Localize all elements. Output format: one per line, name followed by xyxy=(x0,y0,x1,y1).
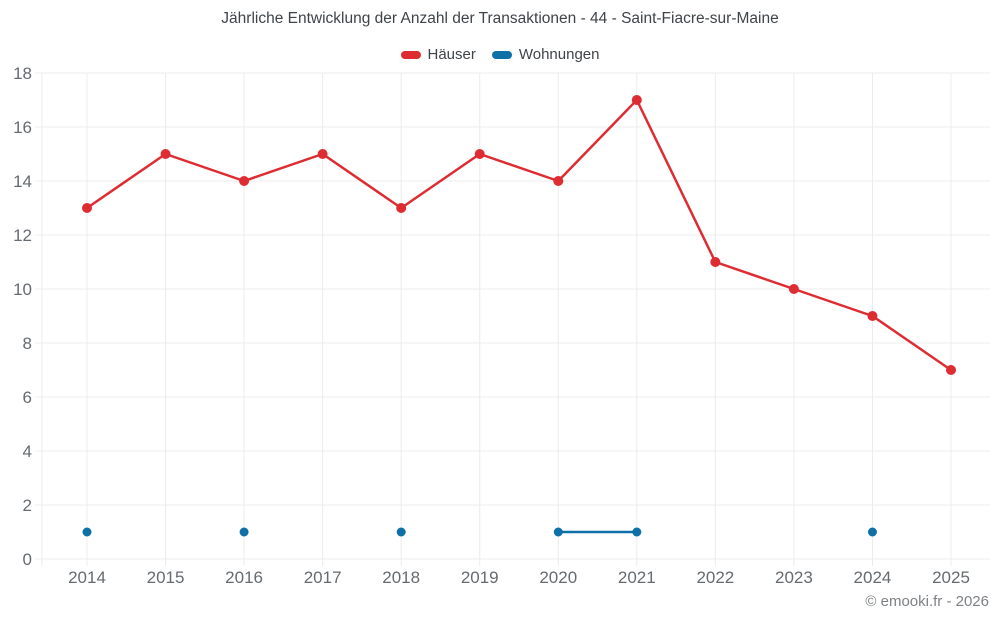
copyright-text: © emooki.fr - 2026 xyxy=(865,593,989,610)
svg-text:4: 4 xyxy=(23,442,32,461)
svg-text:2024: 2024 xyxy=(854,568,892,587)
svg-text:2014: 2014 xyxy=(68,568,106,587)
data-point-häuser-2020 xyxy=(553,176,564,186)
data-point-häuser-2019 xyxy=(474,149,485,159)
legend-item-haeuser[interactable]: Häuser xyxy=(400,46,476,63)
data-point-wohnungen-2014 xyxy=(82,527,92,537)
data-point-häuser-2022 xyxy=(710,257,721,267)
legend: Häuser Wohnungen xyxy=(0,46,1000,63)
svg-text:2018: 2018 xyxy=(382,568,420,587)
series-häuser xyxy=(82,95,956,375)
data-point-häuser-2018 xyxy=(396,203,407,213)
series-wohnungen xyxy=(82,527,877,537)
svg-text:16: 16 xyxy=(13,118,32,137)
grid-lines xyxy=(35,72,990,566)
svg-text:12: 12 xyxy=(13,226,32,245)
svg-text:2023: 2023 xyxy=(775,568,813,587)
y-axis-labels: 0 2 4 6 8 10 12 14 16 18 xyxy=(13,64,32,569)
chart-title: Jährliche Entwicklung der Anzahl der Tra… xyxy=(221,10,779,27)
legend-label-haeuser: Häuser xyxy=(427,46,476,63)
data-point-häuser-2024 xyxy=(867,311,878,321)
data-point-häuser-2014 xyxy=(82,203,92,213)
svg-text:2: 2 xyxy=(23,496,32,515)
svg-text:0: 0 xyxy=(23,550,32,569)
data-point-häuser-2021 xyxy=(631,95,642,105)
data-point-häuser-2025 xyxy=(946,365,956,375)
svg-text:2019: 2019 xyxy=(461,568,499,587)
legend-item-wohnungen[interactable]: Wohnungen xyxy=(491,46,600,63)
data-point-häuser-2023 xyxy=(788,284,799,294)
svg-text:14: 14 xyxy=(13,172,32,191)
legend-label-wohnungen: Wohnungen xyxy=(518,46,600,63)
data-point-häuser-2017 xyxy=(317,149,328,159)
svg-text:2016: 2016 xyxy=(225,568,263,587)
x-axis-labels: 2014 2015 2016 2017 2018 2019 2020 2021 2022 2023… xyxy=(68,568,970,587)
svg-text:2020: 2020 xyxy=(539,568,577,587)
data-point-wohnungen-2024 xyxy=(867,527,877,537)
data-point-häuser-2016 xyxy=(239,176,250,186)
svg-text:18: 18 xyxy=(13,64,32,83)
svg-text:2015: 2015 xyxy=(147,568,185,587)
data-point-häuser-2015 xyxy=(160,149,171,159)
svg-text:2025: 2025 xyxy=(932,568,970,587)
data-point-wohnungen-2018 xyxy=(396,527,406,537)
svg-text:2021: 2021 xyxy=(618,568,656,587)
svg-text:10: 10 xyxy=(13,280,32,299)
legend-marker-haeuser-icon xyxy=(400,50,421,59)
data-point-wohnungen-2016 xyxy=(239,527,249,537)
legend-marker-wohnungen-icon xyxy=(491,50,512,59)
svg-text:2017: 2017 xyxy=(304,568,342,587)
svg-text:6: 6 xyxy=(23,388,32,407)
svg-text:2022: 2022 xyxy=(696,568,734,587)
data-point-wohnungen-2021 xyxy=(632,527,642,537)
data-point-wohnungen-2020 xyxy=(553,527,563,537)
svg-text:8: 8 xyxy=(23,334,32,353)
